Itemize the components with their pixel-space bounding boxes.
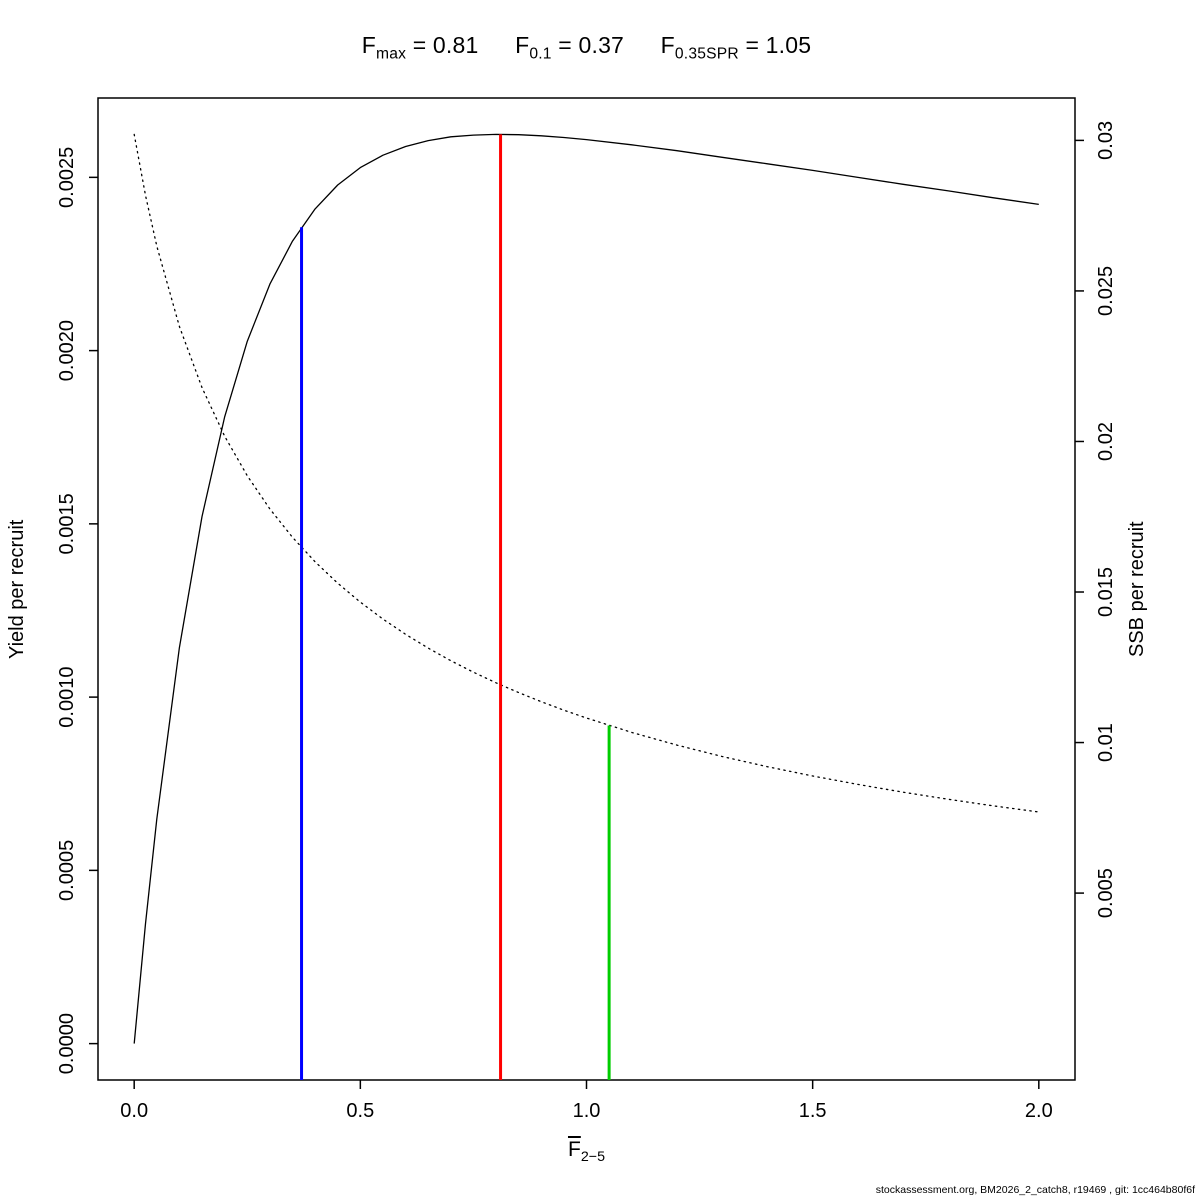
y-right-tick-label: 0.02 bbox=[1095, 422, 1117, 461]
chart-title: Fmax = 0.81 F0.1 = 0.37 F0.35SPR = 1.05 bbox=[98, 32, 1075, 64]
y-left-tick-label: 0.0025 bbox=[56, 147, 78, 208]
footer-text: stockassessment.org, BM2026_2_catch8, r1… bbox=[875, 1184, 1195, 1196]
fmax-value: = 0.81 bbox=[406, 32, 479, 58]
x-axis-title: F2−5 bbox=[98, 1138, 1075, 1165]
f01-base: F bbox=[515, 32, 530, 58]
x-tick-label: 2.0 bbox=[1025, 1100, 1053, 1122]
yield-per-recruit-curve bbox=[133, 133, 1039, 1044]
fmax-sub: max bbox=[375, 45, 407, 63]
fmax-base: F bbox=[361, 32, 376, 58]
f035spr-annotation: F0.35SPR = 1.05 bbox=[660, 32, 812, 63]
x-axis-sub: 2−5 bbox=[580, 1149, 606, 1166]
f01-sub: 0.1 bbox=[529, 45, 552, 63]
f01-annotation: F0.1 = 0.37 bbox=[515, 32, 625, 63]
f035spr-value: = 1.05 bbox=[738, 32, 812, 58]
f035spr-sub: 0.35SPR bbox=[674, 45, 739, 63]
y-left-tick-label: 0.0010 bbox=[56, 667, 78, 728]
f01-value: = 0.37 bbox=[551, 32, 625, 58]
x-tick-label: 1.0 bbox=[573, 1100, 601, 1122]
y-right-tick-label: 0.005 bbox=[1095, 868, 1117, 918]
y-right-tick-label: 0.015 bbox=[1095, 567, 1117, 617]
y-right-tick-label: 0.01 bbox=[1095, 723, 1117, 762]
plot-box bbox=[97, 97, 1076, 1081]
ssb-per-recruit-curve bbox=[133, 133, 1040, 813]
y-left-tick-label: 0.0005 bbox=[56, 840, 78, 901]
y-right-tick-label: 0.025 bbox=[1095, 266, 1117, 316]
y-right-tick-label: 0.03 bbox=[1095, 121, 1117, 160]
left-axis-title: Yield per recruit bbox=[6, 519, 28, 659]
x-tick-label: 1.5 bbox=[799, 1100, 827, 1122]
x-axis-symbol: F bbox=[567, 1138, 581, 1161]
right-axis-title: SSB per recruit bbox=[1126, 521, 1148, 657]
y-left-tick-label: 0.0015 bbox=[56, 493, 78, 554]
y-left-tick-label: 0.0000 bbox=[56, 1013, 78, 1074]
x-tick-label: 0.5 bbox=[346, 1100, 374, 1122]
f035spr-base: F bbox=[660, 32, 675, 58]
fmax-annotation: Fmax = 0.81 bbox=[361, 32, 479, 63]
y-left-tick-label: 0.0020 bbox=[56, 320, 78, 381]
x-tick-label: 0.0 bbox=[120, 1100, 148, 1122]
